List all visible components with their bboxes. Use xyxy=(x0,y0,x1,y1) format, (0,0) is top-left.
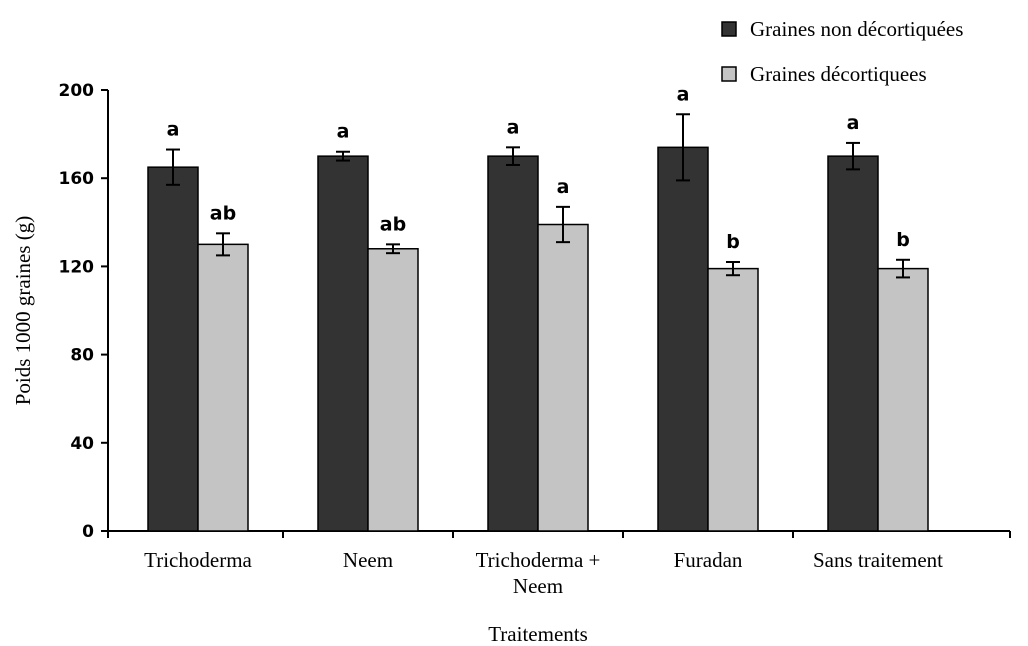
x-tick-label: Furadan xyxy=(674,548,743,572)
legend-label: Graines non décortiquées xyxy=(750,17,963,41)
y-tick-label: 200 xyxy=(59,81,95,101)
x-tick-label: Neem xyxy=(513,574,563,598)
significance-letter: b xyxy=(896,229,910,251)
y-tick-label: 120 xyxy=(59,257,95,277)
significance-letter: a xyxy=(557,176,570,198)
significance-letter: a xyxy=(847,112,860,134)
x-tick-label: Sans traitement xyxy=(813,548,943,572)
bar xyxy=(147,166,199,532)
y-tick-label: 80 xyxy=(70,346,94,366)
bar xyxy=(657,146,709,532)
significance-letter: a xyxy=(677,83,690,105)
y-tick-label: 0 xyxy=(82,522,94,542)
x-axis-title: Traitements xyxy=(488,622,588,646)
y-tick-label: 160 xyxy=(59,169,95,189)
bar xyxy=(537,223,589,532)
significance-letter: a xyxy=(167,119,180,141)
bar xyxy=(827,155,879,532)
legend-swatch xyxy=(721,21,737,37)
significance-letter: ab xyxy=(210,202,236,224)
bar xyxy=(877,267,929,532)
bar xyxy=(317,155,369,532)
legend-label: Graines décortiquees xyxy=(750,62,927,86)
x-tick-label: Trichoderma + xyxy=(476,548,601,572)
x-tick-label: Neem xyxy=(343,548,393,572)
y-tick-label: 40 xyxy=(70,434,94,454)
bar xyxy=(707,267,759,532)
x-tick-label: Trichoderma xyxy=(144,548,252,572)
legend: Graines non décortiquées Graines décortiq… xyxy=(721,17,963,86)
bar xyxy=(487,155,539,532)
significance-letter: b xyxy=(726,231,740,253)
bar xyxy=(197,243,249,532)
bar xyxy=(367,248,419,532)
significance-letter: a xyxy=(507,116,520,138)
significance-letter: ab xyxy=(380,213,406,235)
bars xyxy=(147,113,929,532)
y-axis-title: Poids 1000 graines (g) xyxy=(11,216,35,406)
legend-swatch xyxy=(721,66,737,82)
significance-letter: a xyxy=(337,121,350,143)
